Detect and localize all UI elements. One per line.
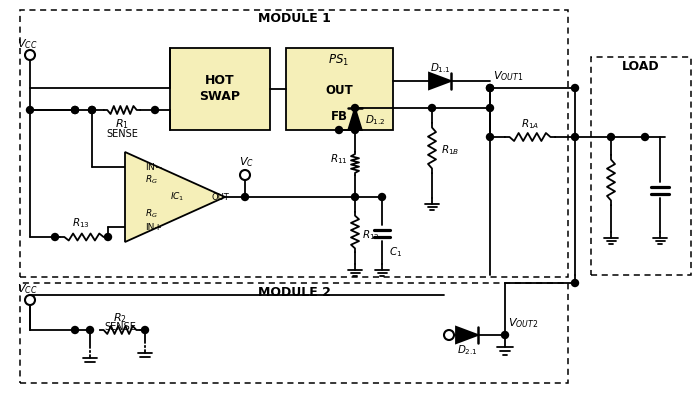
Polygon shape <box>429 73 451 89</box>
Circle shape <box>88 107 95 113</box>
Circle shape <box>151 107 158 113</box>
Circle shape <box>641 133 648 140</box>
Text: $D_{1.1}$: $D_{1.1}$ <box>430 61 451 75</box>
Circle shape <box>379 193 386 201</box>
Circle shape <box>571 279 578 287</box>
Text: $R_{1B}$: $R_{1B}$ <box>441 143 459 157</box>
Circle shape <box>486 105 493 111</box>
Text: $IC_1$: $IC_1$ <box>170 191 184 203</box>
Text: OUT: OUT <box>325 84 353 98</box>
Circle shape <box>571 84 578 92</box>
Text: IN$-$: IN$-$ <box>145 162 163 172</box>
Text: MODULE 2: MODULE 2 <box>258 285 330 298</box>
Text: FB: FB <box>330 109 347 123</box>
Circle shape <box>71 107 78 113</box>
Circle shape <box>25 295 35 305</box>
Text: $D_{1.2}$: $D_{1.2}$ <box>365 113 385 127</box>
Circle shape <box>351 105 358 111</box>
Text: $V_{CC}$: $V_{CC}$ <box>17 37 37 51</box>
Text: OUT: OUT <box>211 193 229 201</box>
Circle shape <box>335 127 342 133</box>
Circle shape <box>240 170 250 180</box>
Text: $R_2$: $R_2$ <box>113 311 127 325</box>
Circle shape <box>104 234 111 240</box>
Circle shape <box>486 133 493 140</box>
Text: $R_{11}$: $R_{11}$ <box>330 152 348 166</box>
Text: $R_G$: $R_G$ <box>145 208 158 220</box>
Circle shape <box>486 84 493 92</box>
Text: $V_{OUT1}$: $V_{OUT1}$ <box>493 69 524 83</box>
Text: $D_{2.1}$: $D_{2.1}$ <box>456 343 477 357</box>
Circle shape <box>52 234 59 240</box>
Circle shape <box>486 84 493 92</box>
Polygon shape <box>125 152 225 242</box>
Polygon shape <box>349 108 362 130</box>
Text: SWAP: SWAP <box>199 90 241 103</box>
Text: $R_{13}$: $R_{13}$ <box>72 216 90 230</box>
Circle shape <box>88 107 95 113</box>
Circle shape <box>608 133 615 140</box>
Text: $V_{OUT2}$: $V_{OUT2}$ <box>508 316 538 330</box>
Circle shape <box>351 193 358 201</box>
Text: $R_G$: $R_G$ <box>145 174 158 186</box>
Circle shape <box>71 107 78 113</box>
Text: $PS_1$: $PS_1$ <box>328 53 349 68</box>
Circle shape <box>428 105 435 111</box>
Text: MODULE 1: MODULE 1 <box>258 12 330 25</box>
Bar <box>591 57 691 275</box>
Text: HOT: HOT <box>205 74 235 88</box>
Circle shape <box>241 193 248 201</box>
Text: $C_1$: $C_1$ <box>389 245 402 259</box>
Polygon shape <box>456 327 478 343</box>
Circle shape <box>25 50 35 60</box>
Bar <box>20 283 568 383</box>
Circle shape <box>444 330 454 340</box>
Text: $R_{12}$: $R_{12}$ <box>362 228 380 242</box>
Bar <box>286 48 393 130</box>
Text: $V_C$: $V_C$ <box>239 155 255 169</box>
Bar <box>20 10 568 277</box>
Text: SENSE: SENSE <box>104 322 136 332</box>
Text: LOAD: LOAD <box>622 59 660 72</box>
Circle shape <box>501 332 508 339</box>
Circle shape <box>571 133 578 140</box>
Text: $R_{1A}$: $R_{1A}$ <box>521 117 539 131</box>
Circle shape <box>71 326 78 334</box>
Circle shape <box>141 326 148 334</box>
Text: IN+: IN+ <box>145 222 162 232</box>
Circle shape <box>87 326 94 334</box>
Text: SENSE: SENSE <box>106 129 138 139</box>
Circle shape <box>351 127 358 133</box>
Text: $R_1$: $R_1$ <box>115 117 129 131</box>
Circle shape <box>27 107 34 113</box>
Text: $V_{CC}$: $V_{CC}$ <box>17 282 37 296</box>
Bar <box>170 48 270 130</box>
